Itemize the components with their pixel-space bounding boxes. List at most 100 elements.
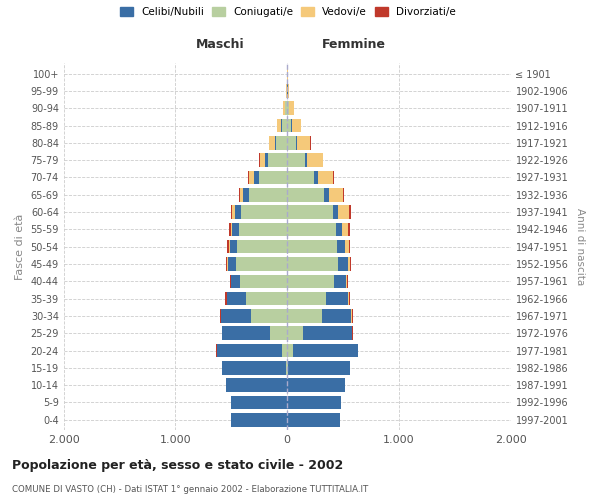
Bar [287, 154, 305, 167]
Bar [287, 84, 289, 98]
Bar [254, 170, 259, 184]
Bar [232, 413, 287, 426]
Bar [248, 170, 249, 184]
Text: COMUNE DI VASTO (CH) - Dati ISTAT 1° gennaio 2002 - Elaborazione TUTTITALIA.IT: COMUNE DI VASTO (CH) - Dati ISTAT 1° gen… [12, 485, 368, 494]
Bar [348, 257, 350, 270]
Bar [338, 206, 349, 219]
Bar [235, 206, 241, 219]
Bar [336, 222, 342, 236]
Bar [220, 309, 221, 322]
Bar [232, 222, 239, 236]
Bar [287, 222, 336, 236]
Bar [287, 188, 324, 202]
Bar [243, 188, 249, 202]
Bar [349, 222, 350, 236]
Bar [232, 206, 235, 219]
Bar [239, 222, 287, 236]
Bar [287, 119, 292, 132]
Bar [277, 119, 281, 132]
Bar [287, 309, 322, 322]
Bar [230, 222, 232, 236]
Bar [241, 206, 287, 219]
Bar [229, 222, 230, 236]
Bar [285, 102, 287, 115]
Bar [346, 274, 347, 288]
Bar [302, 326, 352, 340]
Bar [307, 154, 323, 167]
Bar [237, 240, 287, 254]
Bar [293, 344, 358, 358]
Bar [287, 102, 289, 115]
Bar [334, 274, 346, 288]
Bar [286, 361, 287, 374]
Bar [249, 188, 287, 202]
Bar [251, 309, 287, 322]
Bar [287, 292, 326, 306]
Bar [287, 240, 337, 254]
Bar [260, 154, 265, 167]
Bar [231, 206, 232, 219]
Bar [345, 240, 349, 254]
Bar [322, 309, 351, 322]
Y-axis label: Fasce di età: Fasce di età [15, 214, 25, 280]
Bar [287, 274, 334, 288]
Bar [287, 170, 314, 184]
Bar [227, 240, 229, 254]
Bar [324, 188, 329, 202]
Bar [281, 119, 287, 132]
Bar [223, 361, 286, 374]
Bar [249, 170, 254, 184]
Bar [329, 188, 343, 202]
Bar [265, 154, 268, 167]
Bar [230, 396, 287, 409]
Bar [228, 257, 236, 270]
Bar [271, 326, 287, 340]
Text: Femmine: Femmine [322, 38, 386, 51]
Bar [349, 240, 350, 254]
Text: Popolazione per età, sesso e stato civile - 2002: Popolazione per età, sesso e stato civil… [12, 460, 343, 472]
Bar [350, 257, 352, 270]
Bar [352, 309, 353, 322]
Bar [289, 102, 293, 115]
Bar [276, 136, 287, 149]
Bar [287, 413, 340, 426]
Bar [338, 257, 348, 270]
Bar [226, 257, 227, 270]
Bar [326, 292, 348, 306]
Bar [287, 206, 333, 219]
Bar [259, 170, 287, 184]
Bar [246, 292, 287, 306]
Bar [349, 292, 350, 306]
Text: Maschi: Maschi [196, 38, 244, 51]
Bar [283, 102, 284, 115]
Bar [269, 136, 275, 149]
Bar [217, 344, 281, 358]
Bar [229, 240, 230, 254]
Y-axis label: Anni di nascita: Anni di nascita [575, 208, 585, 286]
Bar [223, 326, 271, 340]
Bar [349, 206, 350, 219]
Bar [275, 136, 276, 149]
Bar [305, 154, 307, 167]
Bar [225, 292, 227, 306]
Bar [297, 136, 310, 149]
Bar [287, 378, 345, 392]
Bar [333, 206, 338, 219]
Bar [268, 154, 287, 167]
Bar [296, 136, 297, 149]
Bar [287, 396, 341, 409]
Bar [314, 170, 318, 184]
Bar [221, 309, 251, 322]
Bar [318, 170, 334, 184]
Bar [287, 257, 338, 270]
Bar [230, 274, 231, 288]
Bar [347, 274, 348, 288]
Bar [287, 326, 302, 340]
Bar [240, 188, 243, 202]
Bar [281, 344, 287, 358]
Bar [236, 257, 287, 270]
Bar [230, 240, 237, 254]
Bar [342, 222, 349, 236]
Bar [240, 274, 287, 288]
Bar [343, 188, 344, 202]
